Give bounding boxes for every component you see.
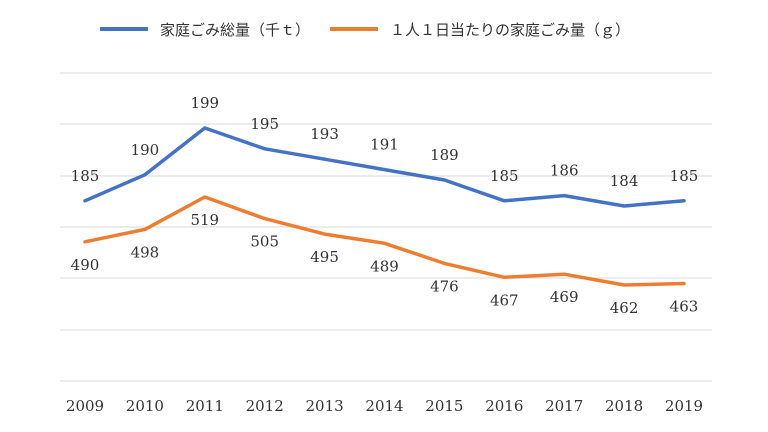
x-tick-label-2017: 2017 [545,397,583,415]
data-labels: 185 190 199 195 193 191 189 185 186 184 185 490 498 5… [71,94,699,317]
series-line-per-capita [83,195,686,287]
data-label-total-2018: 184 [610,172,639,190]
x-tick-label-2018: 2018 [605,397,643,415]
data-label-total-2009: 185 [71,167,100,185]
x-axis-tick-labels: 2009 2010 2011 2012 2013 2014 2015 2016 2017 2018… [66,397,703,415]
x-tick-label-2013: 2013 [306,397,344,415]
x-tick-label-2019: 2019 [665,397,703,415]
data-label-per-capita-2013: 495 [310,248,339,266]
legend-label-per-capita: １人１日当たりの家庭ごみ量（ｇ） [390,21,630,39]
legend: 家庭ごみ総量（千ｔ） １人１日当たりの家庭ごみ量（ｇ） [100,21,630,39]
data-label-per-capita-2015: 476 [430,277,459,295]
gridlines [60,72,712,382]
data-label-total-2019: 185 [670,167,699,185]
data-label-total-2012: 195 [250,115,279,133]
data-label-per-capita-2014: 489 [370,257,399,275]
x-tick-label-2010: 2010 [126,397,164,415]
data-label-per-capita-2009: 490 [71,256,100,274]
data-label-per-capita-2011: 519 [190,211,219,229]
x-tick-label-2015: 2015 [425,397,463,415]
data-label-total-2015: 189 [430,146,459,164]
x-tick-label-2014: 2014 [365,397,403,415]
data-label-per-capita-2019: 463 [670,297,699,315]
data-label-per-capita-2010: 498 [131,243,160,261]
series-lines [83,126,686,287]
data-label-total-2014: 191 [370,136,399,154]
data-label-total-2011: 199 [190,94,219,112]
x-tick-label-2011: 2011 [186,397,224,415]
data-label-total-2017: 186 [550,162,579,180]
data-label-total-2013: 193 [310,125,339,143]
data-label-total-2010: 190 [131,141,160,159]
x-tick-label-2009: 2009 [66,397,104,415]
data-label-per-capita-2018: 462 [610,299,639,317]
x-tick-label-2012: 2012 [246,397,284,415]
data-label-per-capita-2016: 467 [490,291,519,309]
series-line-total [83,126,686,208]
data-label-total-2016: 185 [490,167,519,185]
legend-label-total: 家庭ごみ総量（千ｔ） [160,21,310,39]
data-label-per-capita-2012: 505 [250,233,279,251]
data-label-per-capita-2017: 469 [550,288,579,306]
x-tick-label-2016: 2016 [485,397,523,415]
